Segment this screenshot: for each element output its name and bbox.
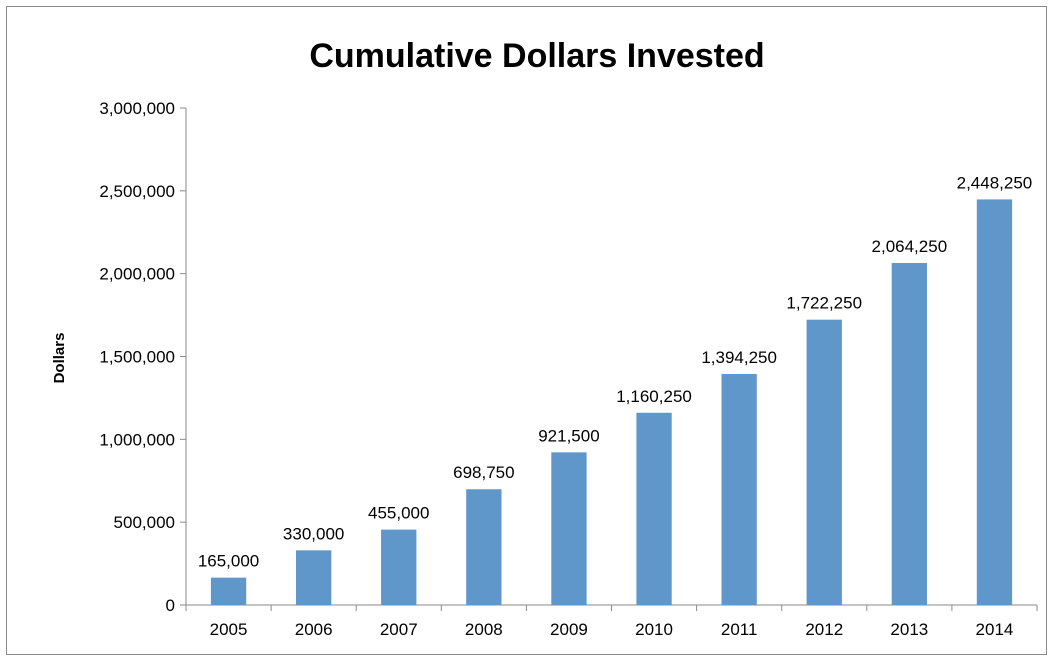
y-tick-label: 2,500,000: [99, 182, 175, 201]
bar: [806, 319, 842, 605]
x-tick-label: 2006: [295, 620, 333, 639]
data-label: 2,448,250: [957, 173, 1033, 192]
chart-frame: [6, 6, 1047, 655]
data-label: 698,750: [453, 463, 514, 482]
data-label: 330,000: [283, 524, 344, 543]
bar: [466, 489, 502, 605]
bar: [976, 199, 1013, 605]
bar: [295, 550, 332, 605]
data-label: 1,160,250: [616, 387, 692, 406]
bar: [551, 452, 587, 605]
y-tick-label: 0: [166, 596, 175, 615]
x-tick-label: 2009: [550, 620, 588, 639]
x-tick-label: 2007: [380, 620, 418, 639]
x-tick-label: 2010: [635, 620, 673, 639]
bar: [721, 374, 757, 605]
y-tick-label: 1,000,000: [99, 430, 175, 449]
y-tick-label: 2,000,000: [99, 265, 175, 284]
y-tick-label: 3,000,000: [99, 99, 175, 118]
data-label: 1,394,250: [701, 348, 777, 367]
x-tick-label: 2011: [721, 620, 758, 639]
bar: [210, 577, 247, 605]
x-tick-label: 2005: [210, 620, 248, 639]
y-axis-label: Dollars: [51, 333, 68, 384]
data-label: 2,064,250: [872, 237, 948, 256]
y-tick-label: 500,000: [114, 513, 175, 532]
x-tick-label: 2013: [890, 620, 928, 639]
data-label: 165,000: [198, 552, 259, 571]
bar: [381, 529, 417, 605]
bar: [891, 263, 928, 605]
bars: [210, 199, 1013, 605]
y-tick-label: 1,500,000: [99, 348, 175, 367]
bar: [636, 412, 672, 605]
data-label: 455,000: [368, 504, 429, 523]
y-axis: 0 500,000 1,000,000 1,500,000 2,000,000 2,500…: [99, 99, 187, 615]
data-label: 921,500: [538, 426, 599, 445]
data-labels: 165,000 330,000 455,000 698,750 921,500 1,160…: [198, 173, 1032, 570]
x-tick-label: 2012: [805, 620, 843, 639]
x-tick-label: 2008: [465, 620, 503, 639]
data-label: 1,722,250: [786, 294, 862, 313]
x-tick-label: 2014: [976, 620, 1014, 639]
chart-title: Cumulative Dollars Invested: [309, 37, 764, 75]
x-axis: 2005 2006 2007 2008 2009 2010 2011 2012 2013 2014: [185, 604, 1038, 639]
